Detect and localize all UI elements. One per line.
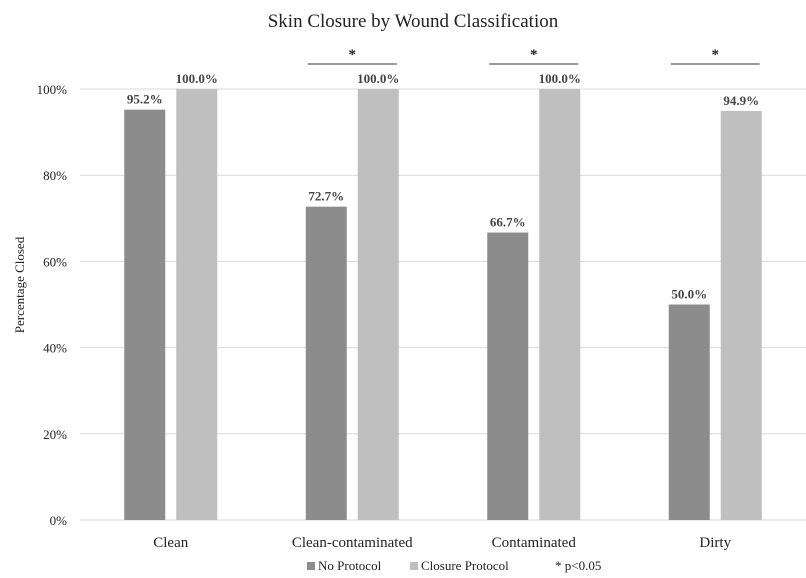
legend-label-closure-protocol: Closure Protocol: [421, 558, 509, 573]
bar-closure-protocol-clean: [176, 89, 218, 520]
bar-no-protocol-clean: [124, 109, 166, 521]
bar-closure-protocol-dirty: [720, 110, 762, 520]
chart-title: Skin Closure by Wound Classification: [268, 11, 559, 32]
x-tick-label-contaminated: Contaminated: [492, 535, 577, 551]
data-label-no-protocol-clean-contaminated: 72.7%: [308, 189, 344, 204]
data-label-no-protocol-dirty: 50.0%: [671, 287, 707, 302]
significance-star-clean-contaminated: *: [349, 47, 357, 63]
bar-no-protocol-clean-contaminated: [305, 206, 347, 520]
legend-swatch-no-protocol: [307, 562, 315, 570]
y-axis-label: Percentage Closed: [12, 236, 27, 333]
y-tick-label: 80%: [43, 168, 67, 183]
bar-closure-protocol-clean-contaminated: [357, 89, 399, 520]
x-tick-label-dirty: Dirty: [699, 535, 731, 551]
bars: [124, 89, 762, 521]
legend-label-no-protocol: No Protocol: [318, 558, 382, 573]
y-tick-label: 60%: [43, 254, 67, 269]
data-label-no-protocol-contaminated: 66.7%: [490, 215, 526, 230]
significance-star-contaminated: *: [530, 47, 538, 63]
bar-no-protocol-dirty: [668, 304, 710, 520]
bar-no-protocol-contaminated: [487, 232, 529, 520]
bar-closure-protocol-contaminated: [539, 89, 581, 520]
significance-markers: * * *: [307, 47, 760, 65]
x-tick-labels: Clean Clean-contaminated Contaminated Dirty: [153, 535, 731, 551]
y-tick-label: 20%: [43, 427, 67, 442]
data-label-closure-protocol-contaminated: 100.0%: [539, 71, 581, 86]
data-label-closure-protocol-dirty: 94.9%: [723, 93, 759, 108]
legend-significance-note: * p<0.05: [555, 558, 601, 573]
y-tick-label: 0%: [50, 513, 68, 528]
data-label-closure-protocol-clean-contaminated: 100.0%: [357, 71, 399, 86]
legend: No Protocol Closure Protocol * p<0.05: [307, 558, 601, 573]
y-tick-label: 100%: [37, 82, 68, 97]
x-tick-label-clean-contaminated: Clean-contaminated: [292, 535, 413, 551]
data-label-closure-protocol-clean: 100.0%: [176, 71, 218, 86]
data-label-no-protocol-clean: 95.2%: [127, 92, 163, 107]
y-tick-label: 40%: [43, 341, 67, 356]
significance-star-dirty: *: [712, 47, 720, 63]
x-tick-label-clean: Clean: [153, 535, 188, 551]
legend-swatch-closure-protocol: [410, 562, 418, 570]
data-labels: 95.2% 100.0% 72.7% 100.0% 66.7% 100.0% 50.0% 94…: [127, 71, 759, 302]
